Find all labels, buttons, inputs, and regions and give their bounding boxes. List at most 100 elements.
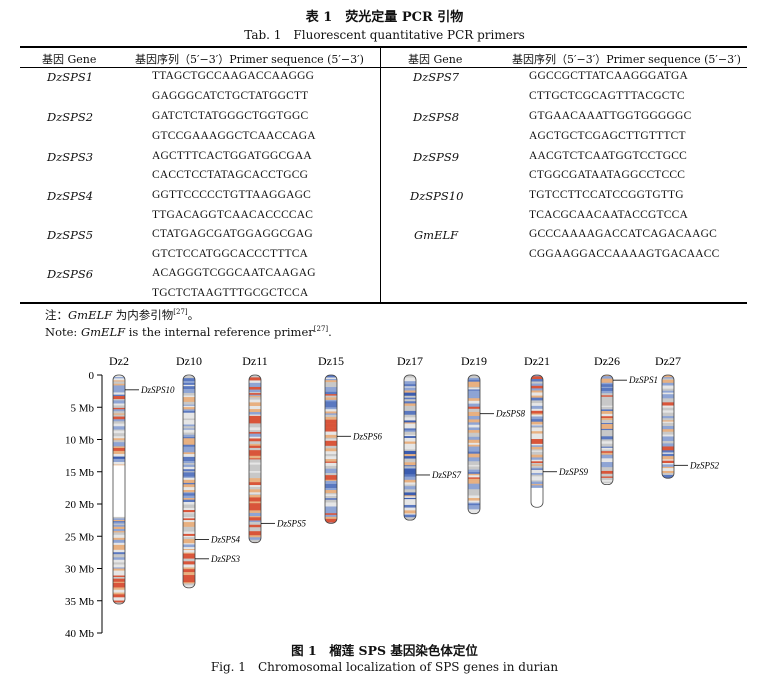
density-band	[249, 459, 261, 463]
density-band	[113, 585, 125, 588]
density-band	[249, 458, 261, 460]
density-band	[404, 437, 416, 440]
density-band	[113, 587, 125, 591]
density-band	[249, 510, 261, 514]
density-band	[601, 468, 613, 472]
density-band	[183, 397, 195, 401]
density-band	[531, 390, 543, 393]
density-band	[183, 541, 195, 544]
density-band	[404, 403, 416, 407]
gene-label: DzSPS9	[558, 467, 588, 477]
density-band	[249, 474, 261, 478]
density-band	[249, 478, 261, 480]
chromosome	[601, 375, 613, 485]
density-band	[404, 454, 416, 457]
primer-seq: AGCTTTCACTGGATGGCGAA	[152, 150, 312, 162]
density-band	[183, 549, 195, 553]
chromosome-outline	[182, 374, 196, 589]
density-band	[183, 490, 195, 493]
density-band	[325, 512, 337, 514]
gene-label: DzSPS2	[689, 460, 719, 470]
note-gene: GmELF	[68, 308, 113, 322]
density-band	[601, 459, 613, 463]
density-band	[249, 472, 261, 475]
density-band	[325, 407, 337, 410]
density-band	[249, 471, 261, 473]
density-band	[183, 461, 195, 464]
note-end: .	[328, 325, 332, 339]
primer-seq: TCACGCAACAATACCGTCCA	[529, 209, 688, 221]
density-band	[249, 441, 261, 445]
density-band	[113, 458, 125, 461]
primer-seq: ACAGGGTCGGCAATCAAGAG	[152, 267, 316, 279]
density-band	[404, 459, 416, 463]
density-band	[601, 447, 613, 450]
density-band	[183, 384, 195, 387]
density-band	[662, 396, 674, 399]
density-band	[249, 493, 261, 496]
density-band	[531, 450, 543, 453]
density-band	[183, 442, 195, 446]
density-band	[325, 404, 337, 408]
gene-label: DzSPS7	[431, 470, 461, 480]
density-band	[531, 468, 543, 471]
density-band	[183, 444, 195, 447]
table-title-en: Tab. 1 Fluorescent quantitative PCR prim…	[244, 28, 525, 42]
density-band	[113, 421, 125, 424]
chromosome	[531, 375, 543, 508]
density-band	[113, 523, 125, 526]
density-band	[183, 391, 195, 394]
density-band	[404, 410, 416, 413]
density-band	[325, 465, 337, 469]
density-band	[183, 506, 195, 509]
density-band	[113, 377, 125, 379]
density-band	[183, 437, 195, 439]
chromosome-name: Dz26	[594, 354, 620, 368]
chromosome-name: Dz15	[318, 354, 344, 368]
density-band	[531, 397, 543, 401]
density-band	[249, 476, 261, 479]
table-bottom-rule	[20, 302, 747, 304]
density-band	[183, 463, 195, 465]
density-band	[662, 431, 674, 435]
density-band	[601, 446, 613, 449]
density-band	[249, 380, 261, 384]
density-band	[249, 392, 261, 394]
density-band	[468, 398, 480, 400]
density-band	[662, 440, 674, 444]
density-band	[325, 382, 337, 385]
density-band	[183, 434, 195, 438]
axis-tick-label: 25 Mb	[65, 531, 95, 543]
density-band	[404, 518, 416, 521]
gene-label: DzSPS6	[352, 431, 382, 441]
density-band	[249, 414, 261, 417]
density-band	[183, 469, 195, 472]
density-band	[662, 388, 674, 391]
density-band	[601, 382, 613, 385]
density-band	[113, 423, 125, 427]
density-band	[113, 581, 125, 584]
density-band	[662, 405, 674, 408]
density-band	[404, 387, 416, 390]
density-band	[249, 528, 261, 532]
density-band	[404, 399, 416, 402]
density-band	[183, 510, 195, 513]
density-band	[249, 409, 261, 413]
density-band	[531, 435, 543, 440]
density-band	[325, 485, 337, 489]
density-band	[662, 466, 674, 469]
density-band	[183, 555, 195, 557]
density-band	[468, 470, 480, 473]
density-band	[662, 453, 674, 457]
density-band	[249, 532, 261, 536]
density-band	[249, 479, 261, 482]
density-band	[404, 417, 416, 421]
density-band	[249, 452, 261, 457]
density-band	[601, 413, 613, 417]
density-band	[404, 426, 416, 429]
density-band	[662, 473, 674, 476]
density-band	[249, 462, 261, 465]
density-band	[113, 411, 125, 414]
density-band	[249, 498, 261, 502]
axis-tick-label: 20 Mb	[65, 499, 95, 511]
